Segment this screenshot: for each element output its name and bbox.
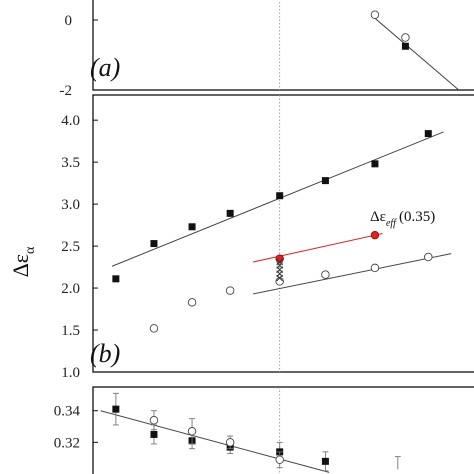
y-tick-label: 1.0 bbox=[61, 365, 80, 381]
panel-a-frame bbox=[92, 0, 474, 91]
y-tick-label: 3.5 bbox=[61, 155, 80, 171]
open-circle-point bbox=[321, 270, 330, 279]
y-tick-label: 2.5 bbox=[61, 239, 80, 255]
open-circle-point bbox=[370, 263, 380, 273]
y-tick-label: 3.0 bbox=[61, 197, 80, 213]
panel-b: 4.0 3.5 3.0 2.5 2.0 1.5 1.0 bbox=[61, 94, 474, 381]
y-tick-label: 0.32 bbox=[54, 435, 80, 451]
fit-line bbox=[252, 233, 383, 263]
filled-square-point bbox=[371, 160, 379, 168]
open-circle-point bbox=[401, 33, 410, 42]
y-tick-label: -2 bbox=[60, 83, 73, 99]
filled-square-point bbox=[150, 430, 158, 438]
filled-square-point bbox=[321, 177, 329, 185]
panel-c-frame bbox=[92, 386, 474, 474]
open-circle-point bbox=[225, 438, 235, 447]
red-circle-point bbox=[370, 230, 380, 240]
effective-permittivity-annotation: Δεeff (0.35) bbox=[370, 209, 435, 229]
fit-line bbox=[374, 17, 460, 90]
open-circle-point bbox=[149, 324, 159, 333]
y-tick-label: 0 bbox=[65, 13, 73, 29]
filled-square-point bbox=[150, 240, 158, 248]
filled-square-point bbox=[401, 42, 409, 50]
fit-line bbox=[252, 253, 452, 295]
cross-point bbox=[276, 258, 284, 266]
fit-line bbox=[100, 410, 330, 473]
panel-a-label: (a) bbox=[90, 53, 120, 82]
panel-b-label: (b) bbox=[90, 339, 120, 368]
panel-c-plot bbox=[100, 392, 401, 473]
filled-square-point bbox=[276, 192, 284, 200]
open-circle-point bbox=[370, 10, 380, 19]
y-tick-label: 1.5 bbox=[61, 323, 80, 339]
filled-square-point bbox=[112, 275, 120, 283]
open-circle-point bbox=[275, 455, 284, 465]
filled-square-point bbox=[188, 223, 196, 231]
open-circle-point bbox=[424, 252, 433, 262]
panel-a: 0 -2 bbox=[60, 0, 474, 99]
filled-square-point bbox=[321, 457, 329, 465]
panel-a-plot bbox=[370, 10, 460, 90]
filled-square-point bbox=[226, 209, 234, 217]
y-tick-label: 2.0 bbox=[61, 281, 80, 297]
y-axis-label: Δεα bbox=[8, 246, 38, 277]
open-circle-point bbox=[149, 415, 159, 425]
panel-c: 0.34 0.32 bbox=[54, 386, 474, 474]
y-axis-label-main: Δε bbox=[8, 254, 33, 277]
open-circle-point bbox=[187, 427, 197, 436]
open-circle-point bbox=[225, 286, 235, 295]
annotation-suffix: (0.35) bbox=[399, 209, 435, 225]
y-tick-label: 4.0 bbox=[61, 113, 80, 129]
y-tick-label: 0.34 bbox=[54, 404, 81, 420]
filled-square-point bbox=[112, 405, 120, 413]
annotation-main: Δε bbox=[370, 209, 386, 225]
panel-b-plot bbox=[111, 130, 452, 333]
filled-square-point bbox=[424, 130, 432, 138]
annotation-sub: eff bbox=[386, 218, 397, 229]
open-circle-point bbox=[187, 298, 197, 307]
panel-b-frame bbox=[92, 94, 474, 373]
y-axis-label-sub: α bbox=[23, 246, 38, 254]
